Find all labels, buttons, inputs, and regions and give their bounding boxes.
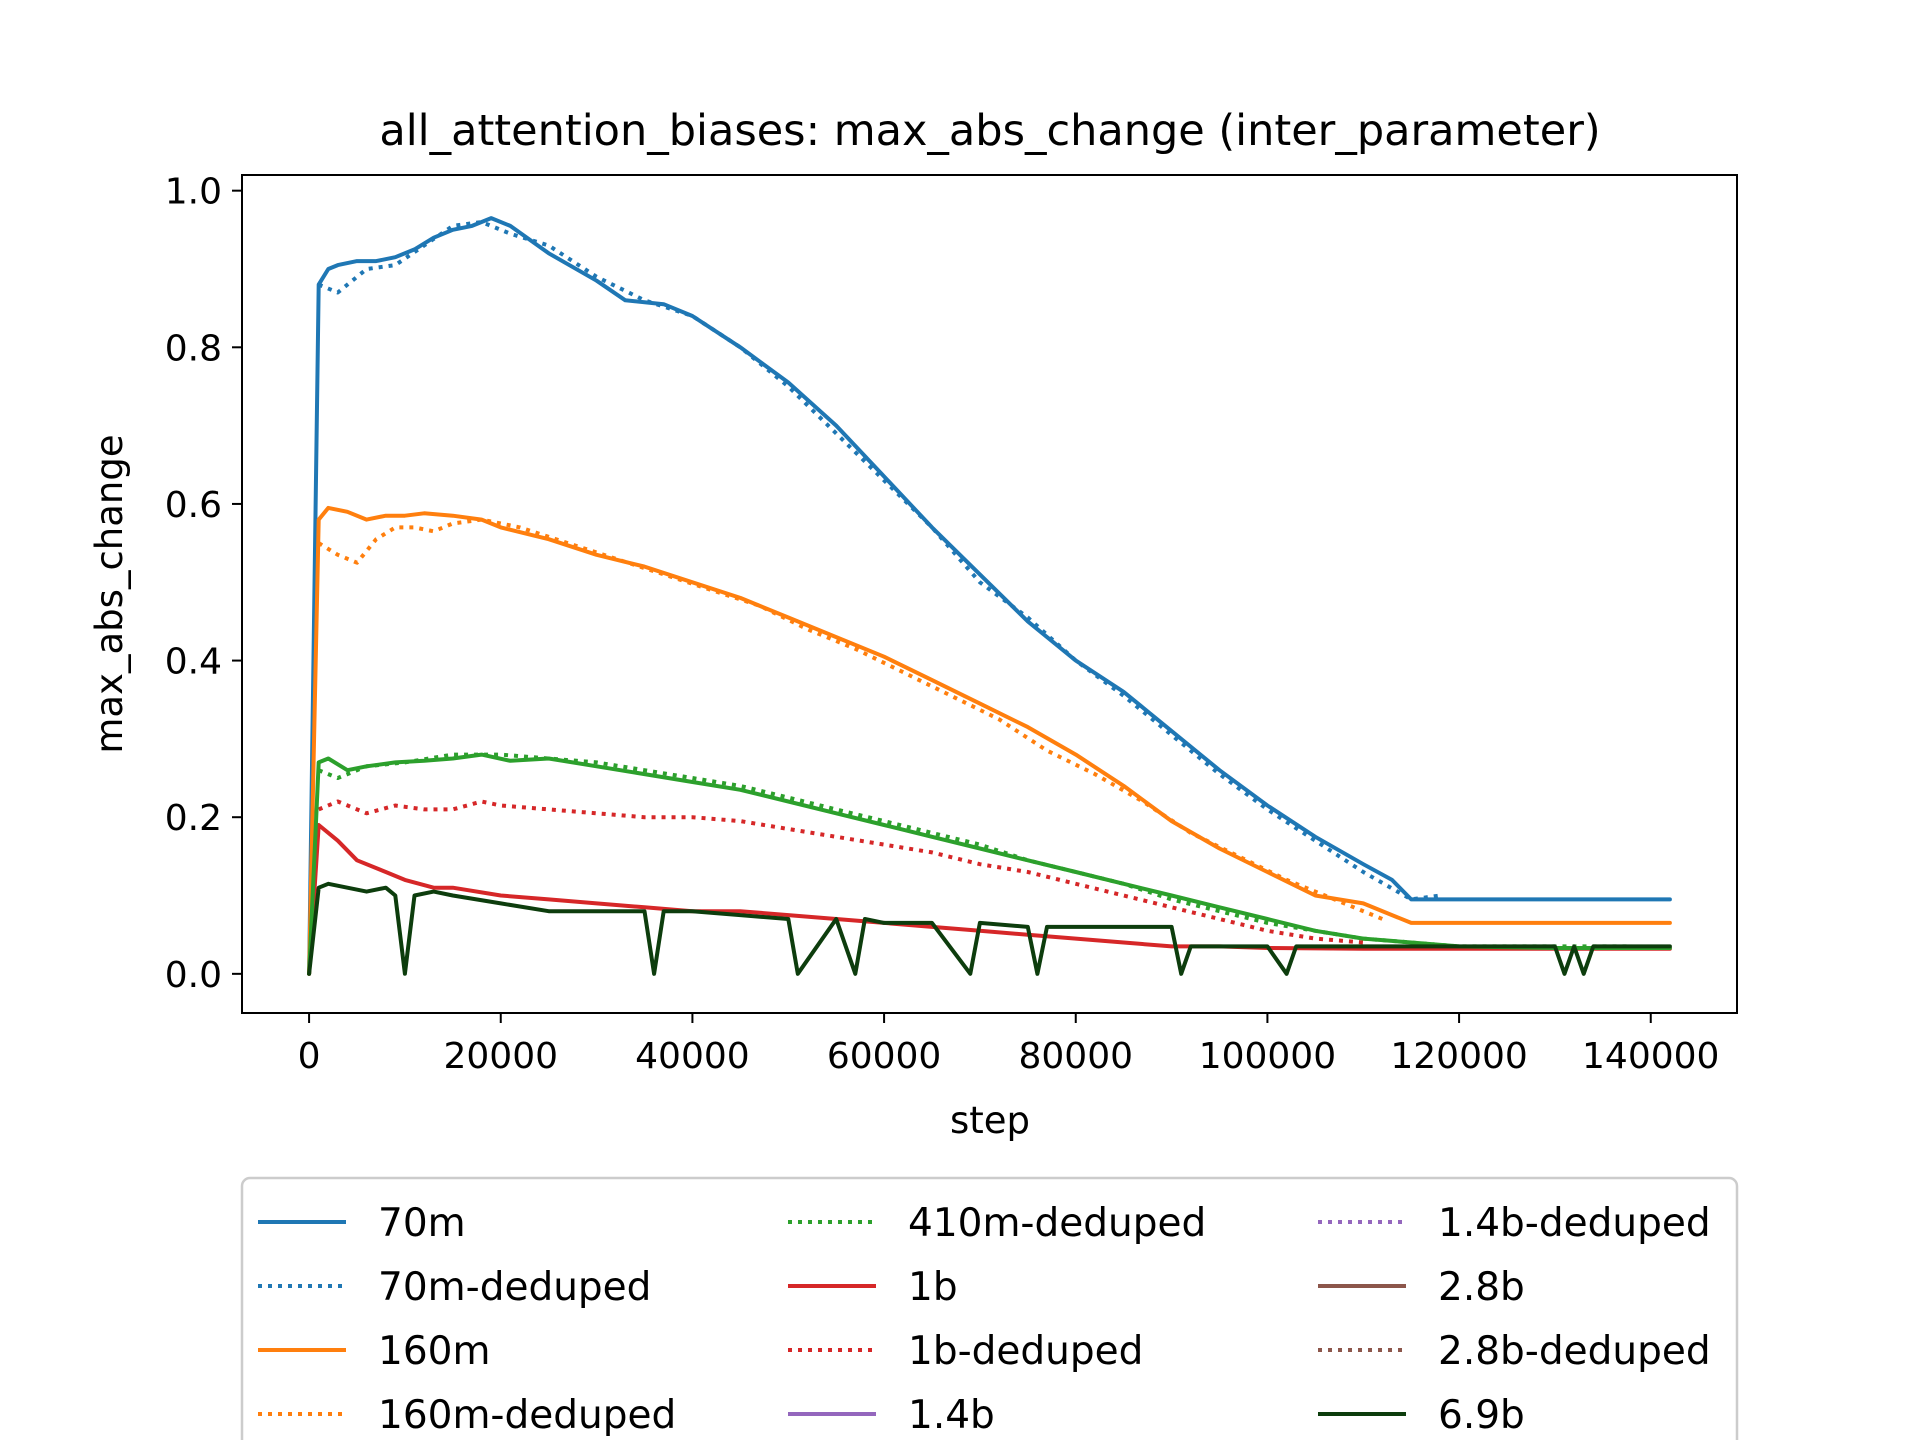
series-line-70m-deduped bbox=[317, 220, 1441, 902]
legend-label-160m: 160m bbox=[378, 1329, 490, 1374]
legend-label-1.4b-deduped: 1.4b-deduped bbox=[1438, 1201, 1711, 1246]
legend-label-70m: 70m bbox=[378, 1201, 466, 1246]
y-tick-label: 1.0 bbox=[165, 172, 222, 213]
legend-label-2.8b-deduped: 2.8b-deduped bbox=[1438, 1329, 1711, 1374]
legend-label-160m-deduped: 160m-deduped bbox=[378, 1393, 676, 1438]
y-tick-label: 0.8 bbox=[165, 328, 222, 369]
y-axis: 0.0 0.2 0.4 0.6 0.8 1.0 bbox=[165, 172, 242, 996]
x-tick-label: 120000 bbox=[1390, 1036, 1527, 1077]
y-tick-label: 0.0 bbox=[165, 955, 222, 996]
series-line-160m-deduped bbox=[317, 517, 1384, 921]
x-tick-label: 20000 bbox=[443, 1036, 558, 1077]
x-tick-label: 40000 bbox=[635, 1036, 750, 1077]
legend-label-410m-deduped: 410m-deduped bbox=[908, 1201, 1206, 1246]
x-axis: 0 20000 40000 60000 80000 100000 120000 140000 bbox=[298, 1013, 1719, 1077]
legend-label-2.8b: 2.8b bbox=[1438, 1265, 1525, 1310]
series-line-1b-deduped bbox=[317, 799, 1364, 945]
legend-label-1.4b: 1.4b bbox=[908, 1393, 995, 1438]
series-line-160m bbox=[307, 505, 1672, 976]
x-tick-label: 140000 bbox=[1582, 1036, 1719, 1077]
y-tick-label: 0.4 bbox=[165, 642, 222, 683]
x-tick-label: 80000 bbox=[1018, 1036, 1133, 1077]
y-tick-label: 0.2 bbox=[165, 798, 222, 839]
x-tick-label: 60000 bbox=[827, 1036, 942, 1077]
series-layer bbox=[307, 216, 1672, 976]
x-tick-label: 100000 bbox=[1199, 1036, 1336, 1077]
legend-label-70m-deduped: 70m-deduped bbox=[378, 1265, 651, 1310]
chart-title: all_attention_biases: max_abs_change (in… bbox=[379, 106, 1600, 156]
legend-frame bbox=[240, 1176, 1739, 1440]
x-tick-label: 0 bbox=[298, 1036, 321, 1077]
series-line-410m bbox=[307, 752, 1672, 976]
plot-frame bbox=[241, 174, 1738, 1014]
x-axis-label: step bbox=[950, 1099, 1030, 1142]
legend-label-1b: 1b bbox=[908, 1265, 958, 1310]
y-tick-label: 0.6 bbox=[165, 485, 222, 526]
series-line-70m bbox=[307, 216, 1672, 976]
legend-label-1b-deduped: 1b-deduped bbox=[908, 1329, 1143, 1374]
series-line-6.9b bbox=[307, 881, 1672, 976]
legend: 70m 70m-deduped 160m 160m-deduped 410m-dedup… bbox=[240, 1176, 1739, 1440]
y-axis-label: max_abs_change bbox=[88, 434, 131, 753]
legend-label-6.9b: 6.9b bbox=[1438, 1393, 1525, 1438]
